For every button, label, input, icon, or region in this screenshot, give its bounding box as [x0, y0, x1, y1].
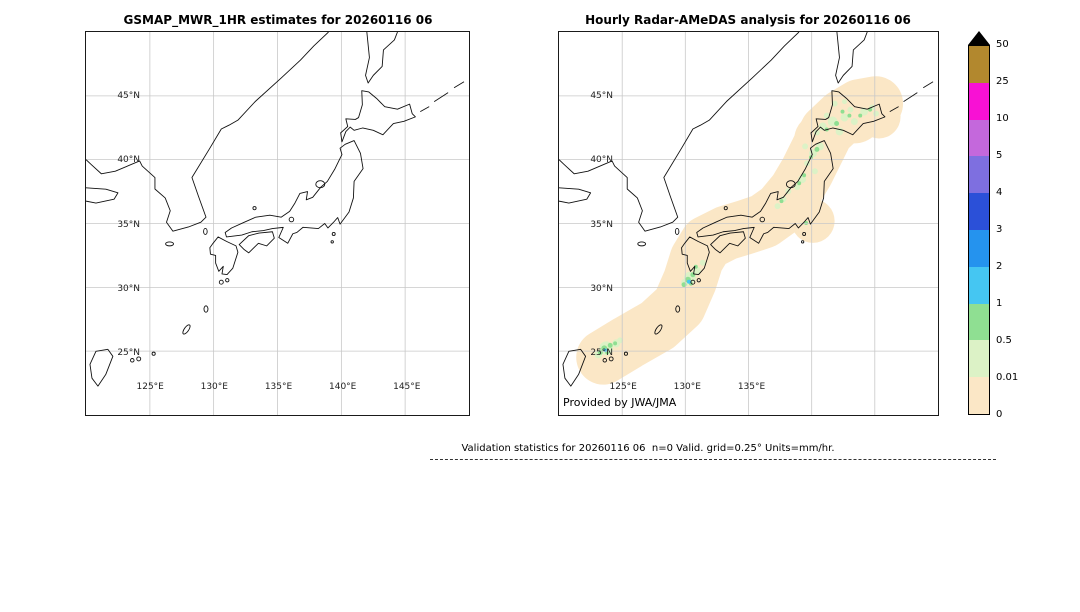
coastlines: [86, 32, 465, 387]
lon-label: 130°E: [673, 382, 701, 392]
lat-label: 30°N: [590, 283, 613, 294]
colorbar-overflow-triangle: [968, 31, 990, 45]
colorbar-segment: [969, 303, 989, 341]
colorbar-segments: [968, 45, 990, 415]
lon-label: 135°E: [737, 382, 766, 392]
radar-amedas-map-panel: Provided by JWA/JMA 45°N 40°N 35°N 30°N 25°N…: [558, 31, 939, 416]
right-map-title: Hourly Radar-AMeDAS analysis for 2026011…: [585, 13, 911, 27]
lon-label: 145°E: [393, 382, 421, 392]
colorbar-tick-label: 0.01: [996, 372, 1019, 383]
colorbar-tick-label: 50: [996, 39, 1009, 50]
colorbar-segment: [969, 377, 989, 414]
lat-label: 45°N: [590, 91, 613, 102]
lat-label: 35°N: [590, 219, 613, 230]
colorbar-tick-label: 5: [996, 150, 1003, 161]
lat-label: 40°N: [117, 155, 140, 166]
lon-label: 125°E: [136, 382, 164, 392]
colorbar-segment: [969, 119, 989, 157]
colorbar-segment: [969, 82, 989, 120]
colorbar-tick-label: 0.5: [996, 335, 1012, 346]
colorbar-tick-label: 4: [996, 187, 1003, 198]
lat-label: 40°N: [590, 155, 613, 166]
separator-dashed-line: [430, 459, 996, 460]
colorbar-tick-label: 2: [996, 261, 1003, 272]
lat-label: 45°N: [117, 91, 140, 102]
lon-label: 130°E: [200, 382, 228, 392]
gridlines: [86, 32, 469, 415]
gsmap-map-panel: 45°N 40°N 35°N 30°N 25°N 125°E 130°E 135°E 140°E…: [85, 31, 470, 416]
colorbar-segment: [969, 156, 989, 194]
lat-label: 35°N: [117, 219, 140, 230]
colorbar-segment: [969, 193, 989, 230]
colorbar-segment: [969, 229, 989, 267]
colorbar-tick-label: 3: [996, 224, 1003, 235]
lat-label: 30°N: [117, 283, 140, 294]
precip-shading: [576, 76, 904, 385]
data-credit: Provided by JWA/JMA: [563, 396, 677, 409]
lat-label: 25°N: [590, 347, 613, 358]
colorbar-tick-label: 0: [996, 409, 1003, 420]
colorbar-tick-label: 25: [996, 76, 1009, 87]
lon-label: 125°E: [609, 382, 637, 392]
left-map-title: GSMAP_MWR_1HR estimates for 20260116 06: [123, 13, 433, 27]
colorbar-tick-label: 10: [996, 113, 1009, 124]
lon-label: 135°E: [264, 382, 293, 392]
precip-trace-band: [576, 76, 904, 385]
colorbar-segment: [969, 340, 989, 378]
lon-label: 140°E: [329, 382, 357, 392]
radar-amedas-map: [559, 32, 938, 415]
gsmap-map: [86, 32, 469, 415]
lat-label: 25°N: [117, 347, 140, 358]
colorbar-segment: [969, 46, 989, 83]
validation-stats-text: Validation statistics for 20260116 06 n=…: [461, 443, 835, 454]
colorbar-segment: [969, 266, 989, 304]
colorbar: 50 25 10 5 4 3 2 1 0.5 0.01 0: [968, 31, 1040, 431]
colorbar-tick-label: 1: [996, 298, 1003, 309]
